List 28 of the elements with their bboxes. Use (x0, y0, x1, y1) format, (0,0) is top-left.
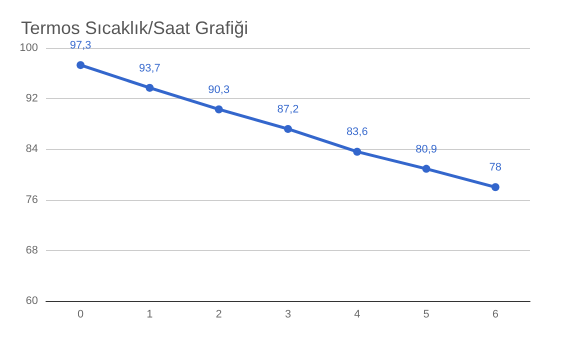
data-label: 80,9 (416, 143, 437, 156)
point (491, 183, 500, 192)
y-tick-label: 68 (26, 244, 38, 256)
y-tick-label: 92 (26, 92, 38, 105)
chart-title: Termos Sıcaklık/Saat Grafiği (21, 18, 248, 38)
x-tick-label: 1 (146, 308, 153, 320)
x-tick-label: 3 (284, 308, 292, 320)
x-tick-label: 5 (423, 308, 430, 320)
y-tick-label: 76 (26, 194, 38, 206)
y-tick-label: 100 (20, 42, 38, 54)
point (284, 124, 292, 133)
data-label: 78 (489, 162, 502, 174)
point (76, 61, 85, 70)
y-tick-label: 84 (26, 143, 38, 156)
x-tick-label: 6 (492, 308, 498, 320)
x-tick-label: 2 (216, 308, 222, 320)
data-label: 83,6 (346, 126, 368, 138)
data-label: 97,3 (70, 40, 92, 52)
y-tick-label: 60 (26, 295, 38, 307)
x-tick-label: 4 (354, 308, 360, 320)
point (422, 164, 430, 173)
data-label: 93,7 (139, 62, 160, 74)
x-tick-label: 0 (78, 308, 84, 320)
point (146, 84, 154, 92)
point (353, 148, 362, 156)
data-label: 87,2 (277, 103, 299, 116)
data-label: 90,3 (208, 84, 230, 96)
point (214, 105, 223, 114)
